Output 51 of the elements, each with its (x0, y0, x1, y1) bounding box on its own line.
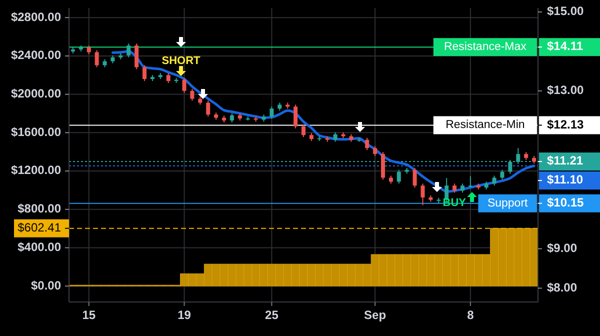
ref-line-label: Resistance-Min (446, 119, 525, 132)
candlestick (365, 137, 370, 151)
candlestick (452, 183, 457, 194)
x-tick-label: Sep (364, 308, 386, 322)
candlestick (126, 43, 131, 58)
annotation: SHORT (162, 54, 201, 67)
y2-tick-label: $10.15 (547, 196, 584, 210)
candlestick (396, 169, 401, 184)
ref-line-label: $11.21 (547, 154, 584, 168)
candlestick (166, 72, 170, 84)
y-tick-label: $400.00 (18, 240, 62, 254)
x-tick-label: 19 (178, 308, 192, 322)
y2-tick-label: $8.00 (547, 280, 578, 294)
candlestick (380, 152, 385, 180)
candlestick (230, 112, 234, 123)
y-tick-label: $800.00 (18, 202, 62, 216)
y2-tick-label: $14.11 (547, 39, 584, 54)
candlestick (412, 167, 417, 188)
y2-tick-label: $13.00 (547, 83, 584, 98)
candlestick (142, 64, 147, 82)
candlestick (190, 88, 194, 102)
candlestick (500, 169, 504, 180)
candlestick (270, 106, 274, 119)
candlestick (302, 124, 306, 138)
candlestick (420, 183, 425, 206)
y-tick-label: $1600.00 (10, 124, 62, 139)
candlestick (468, 176, 472, 188)
candlestick (373, 146, 378, 156)
candlestick (333, 132, 338, 142)
x-tick-label: 25 (265, 308, 279, 322)
ref-line-label: Resistance-Max (444, 41, 527, 54)
y2-tick-label: $9.00 (547, 240, 578, 255)
y2-tick-label: $15.00 (547, 4, 584, 18)
y2-tick-label: $12.13 (547, 117, 584, 132)
candlestick (492, 175, 496, 186)
x-tick-label: 8 (467, 308, 474, 322)
candlestick (94, 50, 99, 68)
y-tick-label: $602.41 (18, 220, 62, 234)
y-tick-label: $2800.00 (10, 10, 62, 24)
ref-line-label: Support (487, 197, 529, 210)
candlestick (206, 100, 210, 118)
candlestick (134, 43, 139, 70)
y-tick-label: $1200.00 (10, 163, 62, 178)
candlestick (460, 183, 464, 194)
y-tick-label: $2000.00 (10, 86, 62, 100)
y-tick-label: $0.00 (30, 278, 62, 292)
candlestick (182, 77, 186, 94)
y-tick-label: $2400.00 (10, 48, 62, 62)
candlestick (294, 104, 298, 129)
ref-line-label: $11.10 (547, 172, 584, 187)
x-tick-label: 15 (82, 308, 96, 322)
